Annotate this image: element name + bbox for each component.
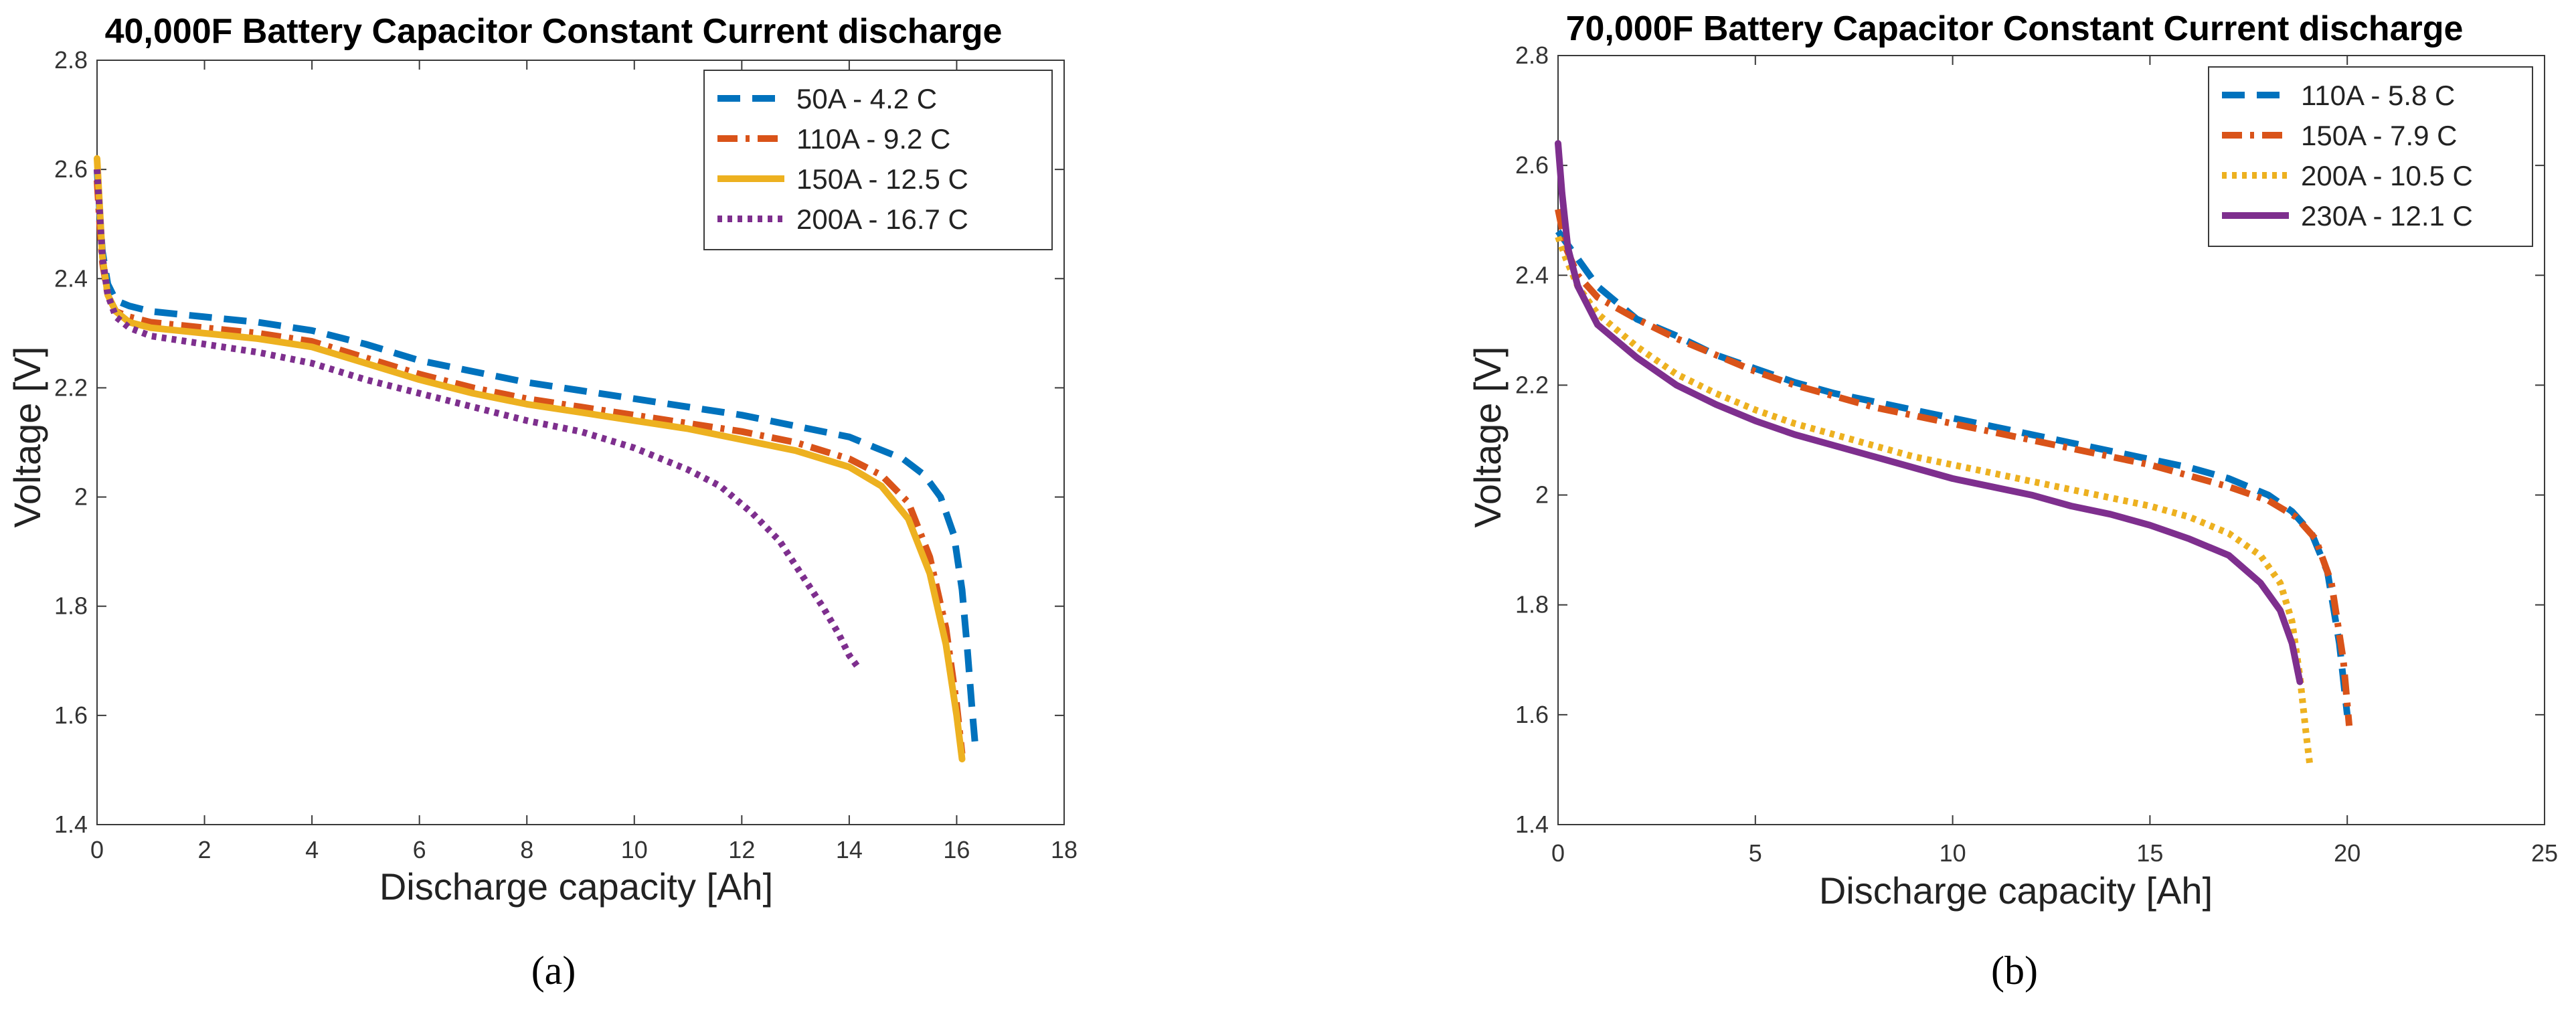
legend-label: 230A - 12.1 C — [2301, 200, 2473, 232]
series-line — [1555, 140, 2304, 685]
legend-label: 200A - 16.7 C — [796, 203, 968, 235]
y-tick-label: 1.6 — [1515, 701, 1549, 728]
series-line — [1555, 208, 2353, 726]
x-tick-label: 10 — [1940, 839, 1966, 867]
plot-area: 0 5 10 15 20 25 1.4 1.6 1.8 2 2.2 2.4 2.6 2.8 110A - 5… — [1515, 41, 2558, 867]
x-tick-label: 5 — [1749, 839, 1762, 867]
x-tick-label: 0 — [90, 836, 104, 863]
x-tick-label: 16 — [943, 836, 970, 863]
y-tick-label: 2.4 — [1515, 261, 1549, 288]
y-tick-label: 1.4 — [1515, 811, 1549, 838]
x-tick-label: 0 — [1551, 839, 1565, 867]
series-line — [1555, 236, 2314, 765]
legend-label: 150A - 12.5 C — [796, 163, 968, 195]
panel-label: (b) — [1991, 948, 2038, 993]
panel-a: 40,000F Battery Capacitor Constant Curre… — [6, 12, 1078, 993]
chart-title: 40,000F Battery Capacitor Constant Curre… — [105, 12, 1003, 51]
x-tick-label: 2 — [198, 836, 211, 863]
x-tick-label: 25 — [2531, 839, 2558, 867]
chart-title: 70,000F Battery Capacitor Constant Curre… — [1566, 9, 2464, 48]
y-tick-label: 2.8 — [1515, 41, 1549, 69]
legend-label: 150A - 7.9 C — [2301, 120, 2457, 151]
legend-label: 110A - 5.8 C — [2301, 80, 2455, 111]
y-tick-label: 2.6 — [1515, 151, 1549, 179]
y-tick-label: 2.4 — [54, 264, 88, 292]
legend: 50A - 4.2 C 110A - 9.2 C 150A - 12.5 C 200A… — [703, 70, 1053, 250]
plot-area: 0 2 4 6 8 10 12 14 16 18 1.4 1.6 1.8 2 2.2 2.4 2.6 2.8 50A… — [54, 46, 1078, 863]
axes-box — [96, 60, 1065, 825]
panel-label: (a) — [531, 948, 576, 993]
x-tick-label: 15 — [2136, 839, 2163, 867]
series-line — [1555, 229, 2351, 716]
x-tick-label: 6 — [413, 836, 426, 863]
y-tick-label: 1.8 — [1515, 591, 1549, 618]
series-line — [94, 155, 966, 763]
y-tick-label: 1.4 — [54, 811, 88, 838]
y-axis-label: Voltage [V] — [6, 347, 48, 528]
y-tick-label: 1.6 — [54, 701, 88, 729]
x-tick-label: 10 — [621, 836, 648, 863]
x-axis-label: Discharge capacity [Ah] — [379, 865, 773, 908]
y-tick-label: 2.8 — [54, 46, 88, 74]
x-tick-label: 12 — [728, 836, 755, 863]
legend: 110A - 5.8 C 150A - 7.9 C 200A - 10.5 C 230… — [2208, 66, 2533, 247]
legend-label: 50A - 4.2 C — [796, 83, 937, 114]
y-axis-label: Voltage [V] — [1466, 347, 1509, 528]
x-tick-label: 20 — [2334, 839, 2360, 867]
x-tick-label: 14 — [836, 836, 863, 863]
panel-b: 70,000F Battery Capacitor Constant Curre… — [1466, 9, 2558, 993]
legend-label: 110A - 9.2 C — [796, 123, 950, 155]
y-tick-label: 2 — [74, 483, 88, 511]
y-tick-label: 2.2 — [1515, 371, 1549, 398]
legend-label: 200A - 10.5 C — [2301, 160, 2473, 191]
y-tick-label: 2.2 — [54, 373, 88, 401]
x-tick-label: 4 — [305, 836, 319, 863]
y-tick-label: 2 — [1535, 481, 1549, 509]
series-line — [94, 169, 979, 749]
x-tick-label: 8 — [520, 836, 533, 863]
x-axis-label: Discharge capacity [Ah] — [1819, 869, 2213, 912]
axes-box — [1557, 55, 2545, 825]
series-line — [94, 180, 966, 754]
y-tick-label: 2.6 — [54, 155, 88, 183]
x-tick-label: 18 — [1051, 836, 1078, 863]
y-tick-label: 1.8 — [54, 592, 88, 620]
